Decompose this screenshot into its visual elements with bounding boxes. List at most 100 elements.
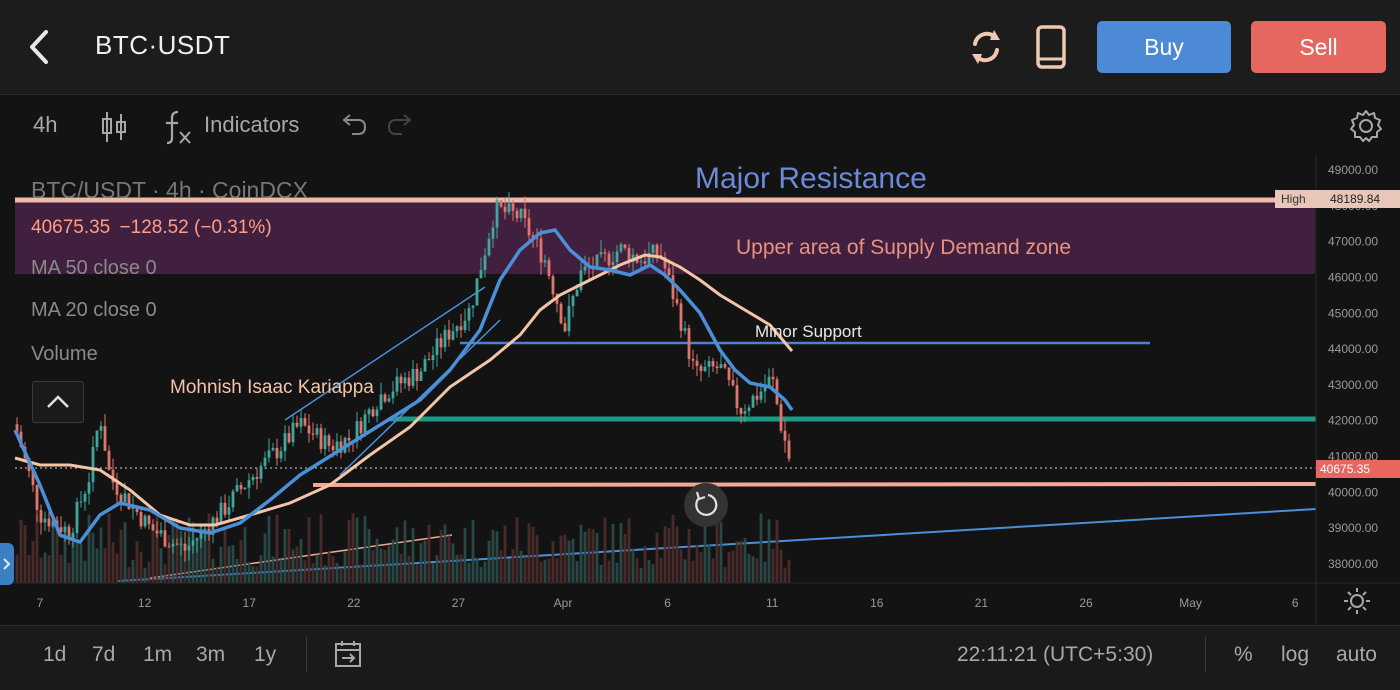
volume-bar (391, 539, 395, 583)
refresh-icon[interactable] (966, 26, 1006, 68)
candle-body (391, 391, 395, 399)
go-to-date-icon[interactable] (334, 640, 364, 668)
candle-body (483, 255, 487, 270)
candle-body (579, 270, 583, 291)
candle-body (567, 305, 571, 332)
candle-body (559, 303, 563, 324)
sun-icon[interactable] (1344, 588, 1370, 614)
candle-body (535, 237, 539, 239)
volume-bar (695, 544, 699, 583)
candle-body (275, 447, 279, 459)
range-1m[interactable]: 1m (143, 643, 173, 666)
x-tick-label: 26 (1079, 596, 1093, 610)
x-tick-label: 11 (766, 596, 779, 610)
collapse-legend-button[interactable] (32, 381, 84, 423)
candle-body (387, 398, 391, 402)
candle-body (719, 364, 723, 369)
candle-body (303, 418, 307, 426)
legend-volume[interactable]: Volume (31, 343, 98, 365)
buy-button[interactable]: Buy (1097, 21, 1231, 73)
candle-body (735, 385, 739, 409)
range-1y[interactable]: 1y (254, 643, 277, 666)
x-tick-label: 6 (1292, 596, 1299, 610)
percent-scale-toggle[interactable]: % (1234, 643, 1253, 666)
volume-bar (711, 558, 715, 583)
candle-body (767, 376, 771, 387)
candle-body (219, 502, 223, 524)
legend-ma50[interactable]: MA 50 close 0 (31, 257, 157, 279)
back-arrow-icon[interactable] (24, 28, 58, 66)
volume-bar (327, 551, 331, 583)
side-drawer-tab[interactable] (0, 543, 14, 585)
volume-bar (427, 524, 431, 583)
volume-bar (375, 538, 379, 583)
candle-body (367, 409, 371, 415)
candle-body (363, 414, 367, 434)
volume-bar (79, 543, 83, 583)
volume-bar (555, 558, 559, 583)
volume-bar (435, 555, 439, 583)
timeframe-selector[interactable]: 4h (33, 112, 58, 137)
candle-body (339, 441, 343, 453)
volume-bar (143, 567, 147, 583)
y-tick-label: 40000.00 (1328, 485, 1378, 499)
candle-body (295, 422, 299, 427)
candle-body (395, 376, 399, 392)
volume-bar (331, 556, 335, 583)
settings-gear-icon[interactable] (1348, 108, 1384, 144)
volume-bar (579, 524, 583, 583)
volume-bar (563, 534, 567, 583)
volume-bar (251, 566, 255, 583)
volume-bar (379, 548, 383, 583)
legend-ma20[interactable]: MA 20 close 0 (31, 299, 157, 321)
price-chart[interactable]: 49000.0048000.0047000.0046000.0045000.00… (0, 155, 1400, 625)
range-1d[interactable]: 1d (43, 643, 67, 666)
clock-timezone[interactable]: 22:11:21 (UTC+5:30) (957, 643, 1154, 666)
auto-scale-toggle[interactable]: auto (1336, 643, 1377, 666)
candle-body (311, 433, 315, 435)
volume-bar (543, 559, 547, 583)
candlestick-icon[interactable] (100, 110, 128, 144)
candle-body (371, 409, 375, 417)
fx-icon[interactable] (162, 108, 196, 146)
candle-body (171, 543, 175, 547)
candle-body (563, 323, 567, 332)
volume-bar (583, 531, 587, 583)
volume-bar (423, 540, 427, 583)
indicators-button[interactable]: Indicators (204, 112, 300, 137)
range-3m[interactable]: 3m (196, 643, 226, 666)
volume-bar (767, 519, 771, 583)
candle-body (91, 447, 95, 483)
candle-body (239, 485, 243, 490)
candle-body (251, 477, 255, 481)
reset-chart-icon[interactable] (684, 483, 728, 527)
volume-bar (743, 538, 747, 583)
candle-body (611, 261, 615, 266)
candle-body (319, 428, 323, 450)
range-7d[interactable]: 7d (92, 643, 116, 666)
candle-body (727, 367, 731, 381)
x-tick-label: Apr (554, 596, 573, 610)
candle-body (651, 244, 655, 253)
mobile-device-icon[interactable] (1034, 24, 1068, 70)
candle-body (167, 546, 171, 548)
volume-bar (487, 540, 491, 583)
volume-bar (255, 566, 259, 583)
candle-body (31, 471, 35, 486)
volume-bar (291, 549, 295, 583)
candle-body (423, 359, 427, 372)
log-scale-toggle[interactable]: log (1281, 643, 1310, 666)
volume-bar (55, 517, 59, 583)
volume-bar (631, 548, 635, 583)
candle-body (487, 238, 491, 256)
volume-bar (551, 541, 555, 583)
redo-icon[interactable] (386, 114, 416, 138)
volume-bar (271, 556, 275, 583)
volume-bar (155, 516, 159, 583)
undo-icon[interactable] (338, 114, 368, 138)
high-price-tag (1275, 190, 1400, 208)
sell-button[interactable]: Sell (1251, 21, 1386, 73)
candle-body (687, 328, 691, 359)
volume-bar (215, 566, 219, 583)
volume-bar (775, 519, 779, 583)
